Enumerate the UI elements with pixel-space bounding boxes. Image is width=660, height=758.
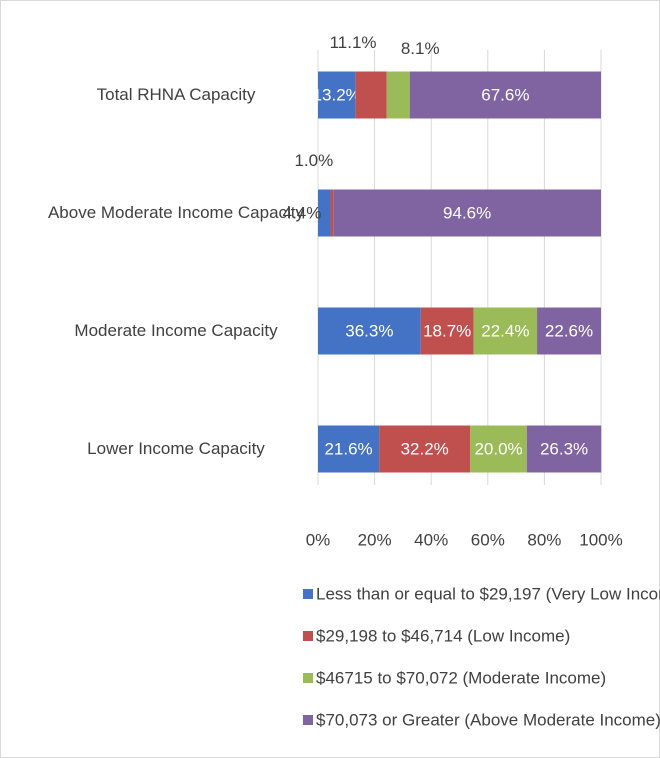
x-tick-label: 60% <box>471 530 505 549</box>
y-tick-label: Moderate Income Capacity <box>74 321 278 340</box>
data-label: 4.4% <box>283 203 322 222</box>
data-label: 18.7% <box>423 321 471 340</box>
data-label: 22.6% <box>545 321 593 340</box>
bar-segment <box>526 425 602 473</box>
x-tick-label: 80% <box>527 530 561 549</box>
bar-segment <box>330 189 334 237</box>
legend-swatch <box>303 673 313 683</box>
data-label: 20.0% <box>474 439 522 458</box>
x-tick-label: 100% <box>579 530 622 549</box>
y-tick-label: Above Moderate Income Capacity <box>47 203 305 222</box>
bar-segment <box>386 71 410 119</box>
legend-swatch <box>303 589 313 599</box>
legend-swatch <box>303 715 313 725</box>
data-label: 21.6% <box>324 439 372 458</box>
bar-segment <box>355 71 387 119</box>
data-label: 1.0% <box>294 151 333 170</box>
legend-label: $70,073 or Greater (Above Moderate Incom… <box>316 710 660 729</box>
legend-swatch <box>303 631 313 641</box>
bar-segment <box>537 307 601 355</box>
bar-segment <box>470 425 527 473</box>
x-tick-label: 40% <box>414 530 448 549</box>
bar-segment <box>318 189 331 237</box>
bar-segment <box>318 425 380 473</box>
y-tick-label: Lower Income Capacity <box>87 439 265 458</box>
data-label: 26.3% <box>540 439 588 458</box>
data-label: 22.4% <box>481 321 529 340</box>
x-tick-label: 20% <box>358 530 392 549</box>
data-label: 11.1% <box>330 33 377 52</box>
data-label: 13.2% <box>313 85 361 104</box>
data-label: 94.6% <box>443 203 491 222</box>
bar-segment <box>420 307 474 355</box>
legend-label: $29,198 to $46,714 (Low Income) <box>316 626 570 645</box>
bar-segment <box>333 189 601 237</box>
data-label: 8.1% <box>401 39 440 58</box>
bar-segment <box>318 307 421 355</box>
x-tick-label: 0% <box>306 530 331 549</box>
y-tick-label: Total RHNA Capacity <box>96 85 256 104</box>
legend-label: Less than or equal to $29,197 (Very Low … <box>316 584 660 603</box>
bar-segment <box>318 71 356 119</box>
data-label: 36.3% <box>345 321 393 340</box>
bar-segment <box>379 425 471 473</box>
bar-segment <box>409 71 601 119</box>
data-label: 67.6% <box>481 85 529 104</box>
legend-label: $46715 to $70,072 (Moderate Income) <box>316 668 606 687</box>
data-label: 32.2% <box>401 439 449 458</box>
bar-segment <box>473 307 538 355</box>
